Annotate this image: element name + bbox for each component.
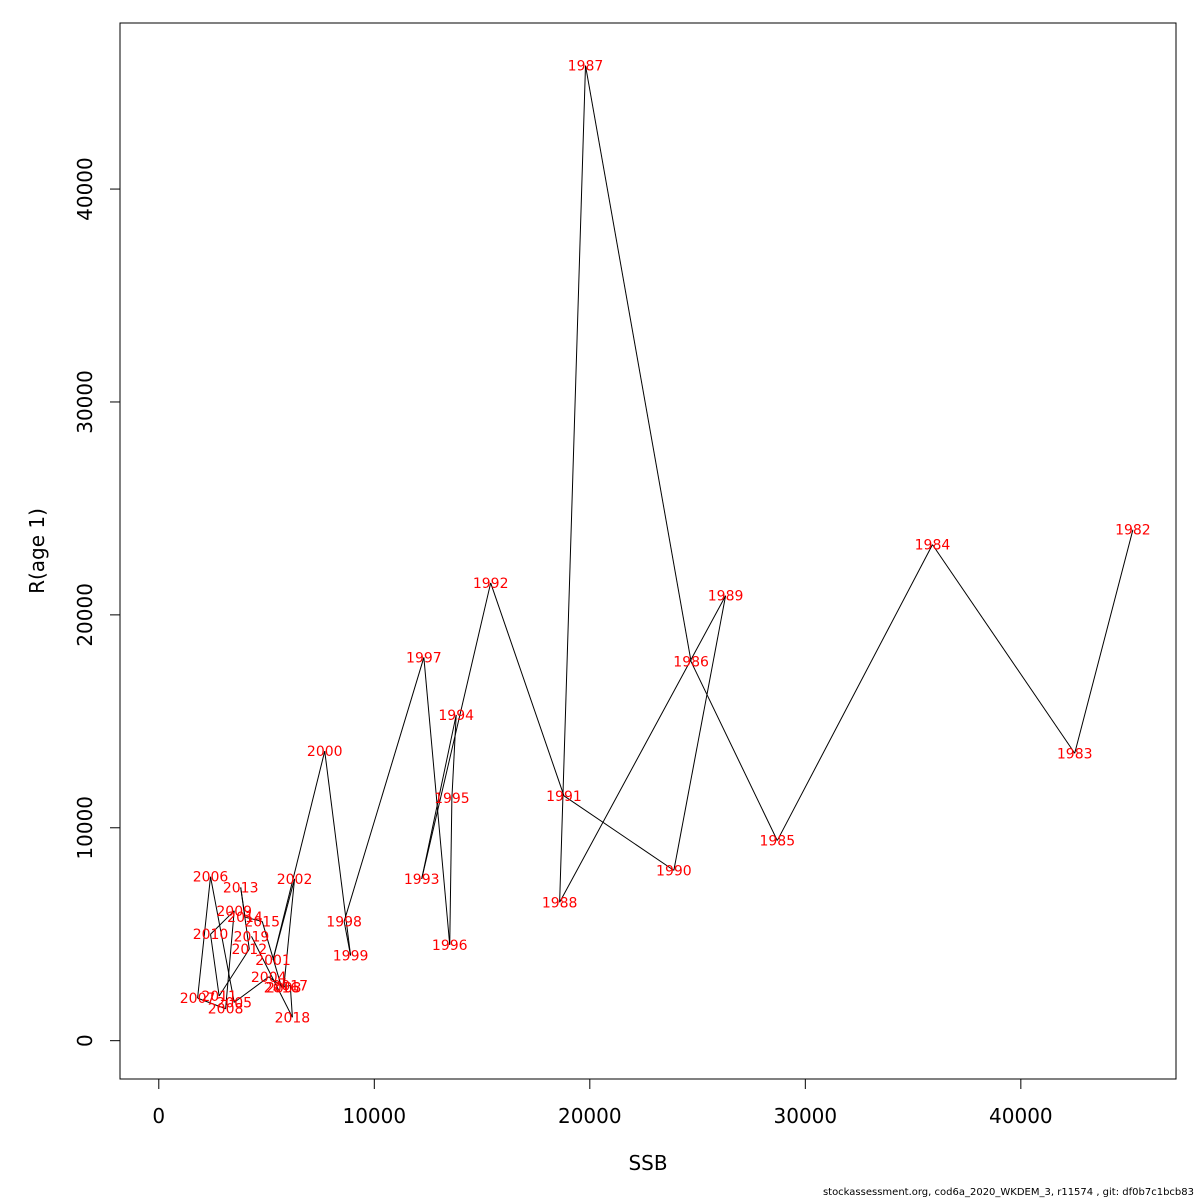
point-label-1997: 1997 bbox=[406, 650, 442, 666]
point-label-1996: 1996 bbox=[432, 938, 468, 954]
series-segment bbox=[272, 878, 296, 960]
y-tick-label: 20000 bbox=[73, 583, 97, 647]
point-label-2004: 2004 bbox=[251, 970, 287, 986]
point-label-1984: 1984 bbox=[915, 538, 951, 554]
series-segment bbox=[225, 910, 235, 1009]
point-label-2015: 2015 bbox=[244, 914, 280, 930]
point-label-1983: 1983 bbox=[1057, 746, 1093, 762]
x-axis-title: SSB bbox=[628, 1151, 667, 1175]
point-label-2012: 2012 bbox=[231, 942, 267, 958]
y-axis: 0 10000 20000 30000 40000 bbox=[73, 157, 121, 1047]
point-label-2005: 2005 bbox=[216, 995, 252, 1011]
x-tick-label: 20000 bbox=[558, 1104, 622, 1128]
series-segment bbox=[673, 595, 727, 871]
x-tick-label: 30000 bbox=[774, 1104, 838, 1128]
point-label-2003: 2003 bbox=[266, 980, 302, 996]
point-label-2009: 2009 bbox=[216, 904, 252, 920]
point-label-2018: 2018 bbox=[275, 1010, 311, 1026]
y-tick-label: 30000 bbox=[73, 370, 97, 434]
point-label-1994: 1994 bbox=[438, 708, 474, 724]
x-tick-label: 10000 bbox=[342, 1104, 406, 1128]
point-label-1990: 1990 bbox=[656, 863, 692, 879]
x-axis: 0 10000 20000 30000 40000 bbox=[152, 1078, 1053, 1128]
series-segment bbox=[490, 582, 565, 797]
point-label-2013: 2013 bbox=[223, 880, 259, 896]
x-tick-label: 40000 bbox=[989, 1104, 1053, 1128]
series-segment bbox=[197, 997, 226, 1010]
series-segment bbox=[244, 916, 263, 922]
point-label-2014: 2014 bbox=[227, 910, 263, 926]
point-label-2006: 2006 bbox=[193, 870, 229, 886]
point-label-2002: 2002 bbox=[277, 872, 313, 888]
series-segment bbox=[449, 797, 453, 945]
footer-credit: stockassessment.org, cod6a_2020_WKDEM_3,… bbox=[822, 1187, 1194, 1198]
point-label-2016: 2016 bbox=[264, 980, 300, 996]
point-label-1998: 1998 bbox=[326, 914, 362, 930]
series-segment bbox=[324, 751, 352, 956]
point-label-2008: 2008 bbox=[208, 1002, 244, 1018]
point-label-2019: 2019 bbox=[234, 929, 270, 945]
point-label-1993: 1993 bbox=[404, 872, 440, 888]
point-label-2007: 2007 bbox=[180, 991, 216, 1007]
point-label-1985: 1985 bbox=[759, 834, 795, 850]
x-tick-label: 0 bbox=[152, 1104, 165, 1128]
y-tick-label: 0 bbox=[73, 1034, 97, 1047]
point-label-1992: 1992 bbox=[473, 576, 509, 592]
series-segment bbox=[563, 795, 675, 871]
series-segment bbox=[451, 714, 457, 798]
point-label-1995: 1995 bbox=[434, 791, 470, 807]
point-label-1999: 1999 bbox=[333, 949, 369, 965]
series-segment bbox=[261, 921, 283, 988]
point-label-1986: 1986 bbox=[673, 655, 709, 671]
point-label-2001: 2001 bbox=[255, 953, 291, 969]
y-axis-title: R(age 1) bbox=[25, 508, 49, 594]
point-label-1987: 1987 bbox=[568, 59, 604, 75]
series-segment bbox=[281, 984, 291, 988]
point-label-1988: 1988 bbox=[542, 895, 578, 911]
point-label-1982: 1982 bbox=[1115, 523, 1151, 539]
point-label-2017: 2017 bbox=[272, 978, 308, 994]
series-segment bbox=[1074, 529, 1134, 754]
series-segment bbox=[289, 985, 293, 1018]
series-segment bbox=[283, 878, 296, 988]
point-label-2000: 2000 bbox=[307, 744, 343, 760]
series-segment bbox=[423, 657, 451, 945]
y-tick-label: 10000 bbox=[73, 796, 97, 860]
series-segment bbox=[559, 595, 727, 903]
series-segment bbox=[421, 582, 492, 879]
series-segment bbox=[210, 876, 235, 1003]
series-segment bbox=[585, 65, 692, 662]
point-label-1989: 1989 bbox=[708, 589, 744, 605]
point-labels: 1982 1983 1984 1985 1986 1987 1988 1989 1990 1991… bbox=[180, 59, 1151, 1027]
series-segment bbox=[559, 65, 587, 903]
series-segment bbox=[251, 936, 293, 1018]
series-segment bbox=[343, 657, 425, 922]
series-segment bbox=[218, 948, 250, 997]
series-segment bbox=[233, 976, 269, 1003]
series-segment bbox=[932, 544, 1076, 754]
point-label-1991: 1991 bbox=[546, 789, 582, 805]
series-segment bbox=[421, 714, 457, 879]
series-path bbox=[197, 65, 1134, 1018]
series-segment bbox=[210, 934, 220, 997]
series-segment bbox=[240, 887, 246, 918]
point-label-2010: 2010 bbox=[193, 927, 229, 943]
series-segment bbox=[210, 910, 235, 935]
series-segment bbox=[690, 661, 778, 841]
point-label-2011: 2011 bbox=[201, 989, 237, 1005]
series-segment bbox=[776, 544, 933, 841]
y-tick-label: 40000 bbox=[73, 157, 97, 221]
series-segment bbox=[197, 876, 212, 999]
series-segment bbox=[272, 751, 326, 960]
